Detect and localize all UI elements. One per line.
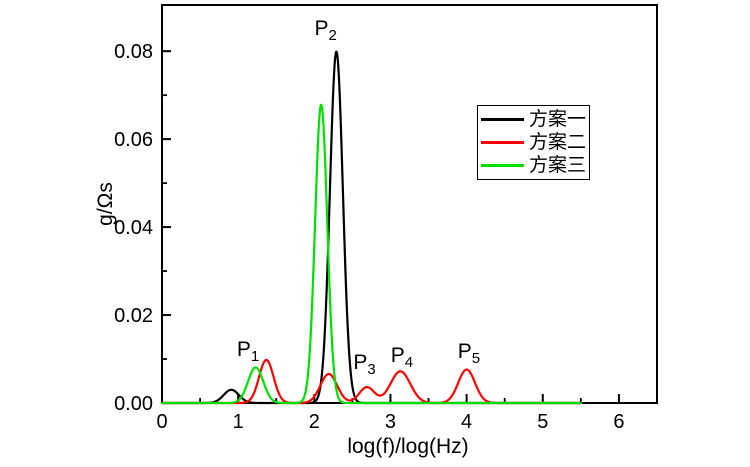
legend: 方案一 方案二 方案三 [477,105,590,180]
peak-label-subscript: 2 [328,27,337,45]
legend-label: 方案二 [529,132,587,153]
legend-item-scheme-2: 方案二 [478,131,589,154]
peak-label-p5: P5 [457,339,481,367]
x-axis-label: log(f)/log(Hz) [347,435,469,458]
peak-label-p4: P4 [390,343,414,371]
x-tick-label: 4 [461,411,472,433]
peak-label-subscript: 5 [471,349,481,367]
peak-label-text: P [236,337,251,361]
peak-label-text: P [314,17,329,41]
legend-item-scheme-3: 方案三 [478,154,589,177]
peak-label-p3: P3 [353,350,376,378]
legend-line-black [481,118,524,121]
y-tick-label: 0.00 [114,393,153,415]
peak-label-subscript: 3 [367,360,376,378]
peak-label-subscript: 1 [250,347,260,365]
x-tick-label: 5 [537,411,548,433]
legend-label: 方案一 [529,109,587,130]
x-tick-label: 0 [156,411,167,433]
peak-label-text: P [353,350,368,374]
x-tick-label: 6 [613,411,624,433]
curve-scheme-3 [160,103,582,405]
x-tick-label: 3 [385,411,396,433]
peak-label-subscript: 4 [404,353,414,371]
y-axis-label: g/Ωs [94,182,117,226]
peak-label-p2: P2 [314,17,337,45]
y-tick-label: 0.02 [114,305,153,327]
legend-label: 方案三 [529,155,587,176]
legend-line-red [481,141,524,144]
x-tick-label: 2 [309,411,320,433]
x-tick-label: 1 [233,411,244,433]
y-tick-label: 0.06 [114,129,153,151]
legend-item-scheme-1: 方案一 [478,108,589,131]
y-tick-label: 0.04 [114,217,153,239]
y-tick-label: 0.08 [114,41,153,63]
legend-line-green [481,164,524,167]
peak-label-p1: P1 [236,337,260,365]
peak-label-text: P [390,343,405,367]
peak-label-text: P [457,339,472,363]
